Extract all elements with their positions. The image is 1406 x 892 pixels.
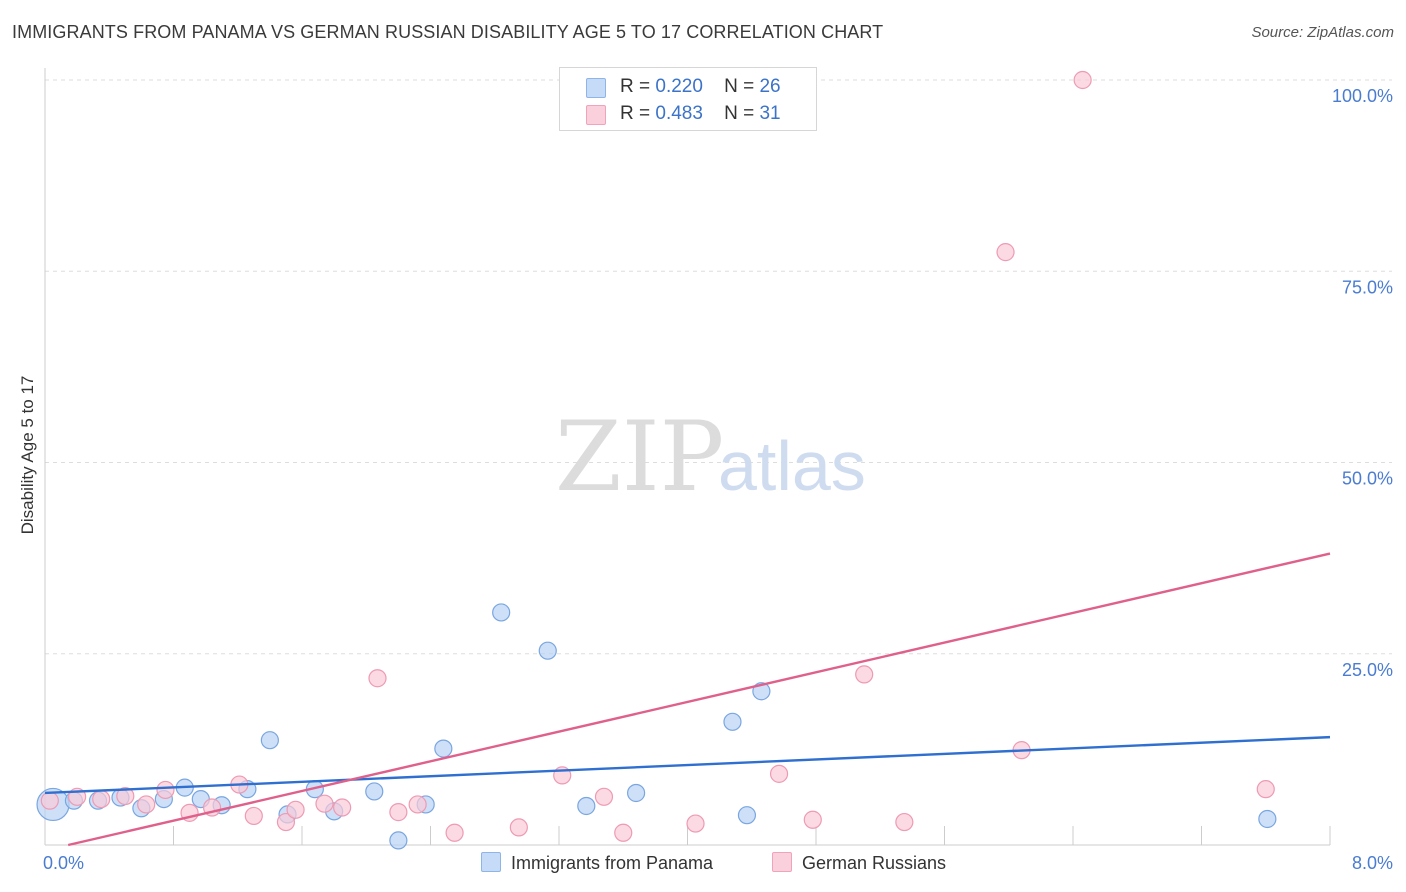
german-russian-point [92, 789, 111, 809]
german-russian-point [445, 823, 464, 842]
panama-point [538, 641, 557, 660]
correlation-legend: R = 0.220 N = 26 R = 0.483 N = 31 [559, 67, 817, 131]
bottom-legend-swatch-pink [772, 852, 792, 872]
watermark-atlas: atlas [718, 427, 866, 505]
panama-point [365, 782, 384, 801]
tick-labels: 25.0% 50.0% 75.0% 100.0% 0.0% 8.0% [43, 86, 1393, 873]
panama-trend-line [44, 735, 1331, 795]
german-russian-point [276, 812, 296, 832]
x-tick-label-min: 0.0% [43, 853, 84, 873]
german-russian-point [333, 798, 352, 817]
german-russian-point [855, 665, 874, 684]
german-russian-point [509, 818, 528, 837]
bottom-legend-german-russians: German Russians [772, 852, 946, 876]
german-russian-point [389, 803, 408, 822]
watermark-zip: ZIP [555, 401, 724, 513]
legend-r-value: 0.220 [655, 76, 703, 97]
legend-swatch-blue [586, 78, 606, 98]
panama-point [737, 806, 757, 825]
german-russian-point [1256, 780, 1275, 799]
german-russian-point [286, 800, 305, 819]
german-russian-point [594, 787, 614, 806]
german-russian-point [803, 810, 822, 829]
panama-point [492, 603, 511, 622]
german-russian-point [137, 795, 156, 814]
panama-point [1258, 809, 1277, 829]
legend-swatch-pink [586, 105, 606, 125]
german-russian-point [116, 786, 135, 806]
german-russian-point [315, 794, 334, 813]
panama-point [434, 739, 453, 758]
german-russian-point [895, 812, 914, 832]
legend-n-value: 31 [759, 103, 781, 124]
german-russian-point [769, 764, 789, 783]
german-russian-point [40, 791, 59, 810]
bottom-legend-label: German Russians [802, 853, 947, 873]
legend-n-label: N = [724, 76, 755, 97]
german-russian-point [996, 243, 1015, 262]
axes [44, 68, 1331, 846]
german-russian-point [686, 814, 705, 833]
grid-lines [45, 79, 1392, 655]
y-tick-label: 100.0% [1332, 86, 1393, 106]
german-russian-point [408, 795, 427, 814]
bottom-legend-panama: Immigrants from Panama [481, 852, 713, 876]
source-label: Source: ZipAtlas.com [1251, 24, 1394, 41]
panama-point [723, 712, 742, 731]
legend-n-label: N = [724, 103, 755, 124]
trend-lines [44, 552, 1331, 847]
legend-r-label: R = [620, 103, 651, 124]
legend-r-label: R = [620, 76, 651, 97]
chart-title: IMMIGRANTS FROM PANAMA VS GERMAN RUSSIAN… [12, 22, 884, 42]
data-points [36, 70, 1277, 850]
panama-point [577, 796, 596, 816]
legend-n-value: 26 [759, 76, 781, 97]
german-russian-point [614, 823, 633, 842]
panama-point [626, 783, 646, 803]
y-tick-label: 25.0% [1342, 660, 1393, 680]
german-russian-point [244, 806, 263, 826]
y-tick-label: 75.0% [1342, 277, 1393, 297]
panama-point [389, 831, 408, 850]
bottom-legend-swatch-blue [481, 852, 501, 872]
german-russian-point [156, 780, 175, 800]
german-russian-trend-line [67, 552, 1331, 847]
legend-r-value: 0.483 [655, 103, 703, 124]
panama-point [260, 731, 279, 750]
watermark: ZIP atlas [555, 401, 866, 513]
y-tick-label: 50.0% [1342, 469, 1393, 489]
german-russian-point [1073, 70, 1092, 90]
bottom-legend-label: Immigrants from Panama [511, 853, 714, 873]
x-tick-label-max: 8.0% [1352, 853, 1393, 873]
german-russian-point [368, 669, 387, 688]
